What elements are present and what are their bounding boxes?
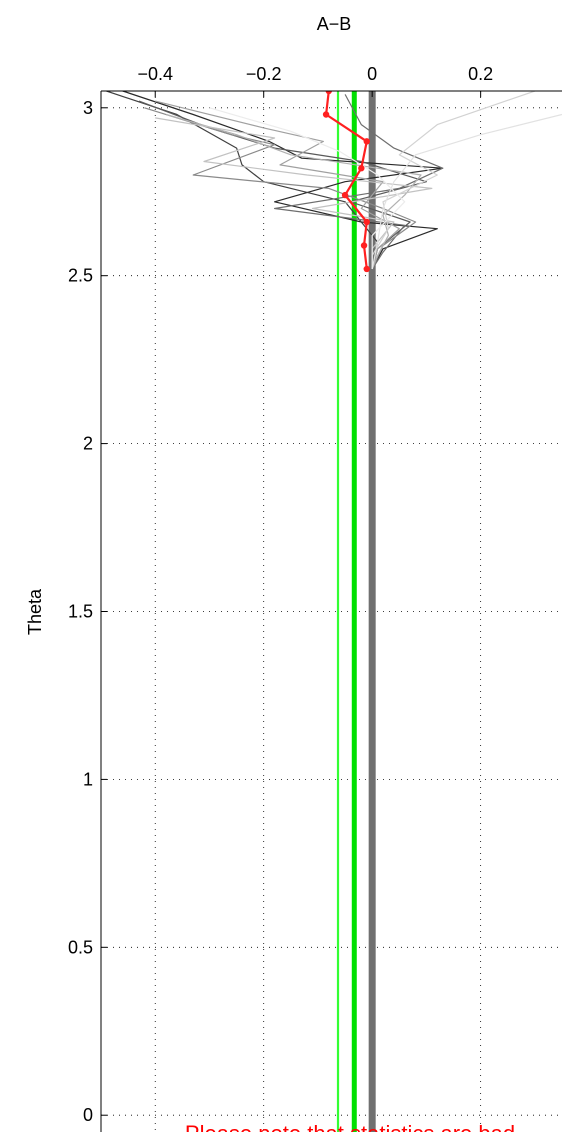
- mean-point-2: [363, 138, 370, 145]
- y-axis-label: Theta: [25, 588, 45, 635]
- reference-lines: [336, 91, 376, 1132]
- mean-line: [324, 91, 369, 270]
- profile-lines: [106, 91, 562, 270]
- y-tick-label-3: 1.5: [68, 602, 93, 622]
- mean-point-3: [358, 165, 365, 172]
- x-axis-title: A−B: [317, 14, 352, 34]
- axes: [100, 90, 562, 1132]
- mean-point-4: [341, 191, 349, 199]
- y-tick-label-6: 3: [83, 98, 93, 118]
- mean-point-1: [322, 111, 330, 118]
- grid: [101, 91, 562, 1132]
- y-tick-label-5: 2.5: [68, 266, 93, 286]
- x-tick-label-3: 0.2: [468, 64, 493, 84]
- profile-line-8: [371, 91, 536, 269]
- x-tick-label-2: 0: [367, 64, 377, 84]
- statistics-note: Please note that statistics are bad: [185, 1121, 515, 1132]
- profile-line-10: [209, 107, 406, 269]
- mean-point-6: [360, 242, 368, 249]
- x-tick-labels: −0.4 −0.2 0 0.2: [137, 64, 493, 84]
- mean-point-5: [363, 218, 370, 226]
- profile-line-7: [155, 117, 433, 269]
- y-tick-label-1: 0.5: [68, 937, 93, 957]
- y-tick-label-4: 2: [83, 434, 93, 454]
- y-tick-labels: 0 0.5 1 1.5 2 2.5 3: [68, 98, 93, 1125]
- y-tick-label-2: 1: [83, 769, 93, 789]
- mean-profile: [322, 91, 370, 273]
- y-tick-label-0: 0: [83, 1105, 93, 1125]
- mean-point-0: [325, 91, 332, 95]
- profile-line-6: [165, 113, 422, 270]
- mean-point-7: [363, 265, 370, 273]
- plot-area: [106, 91, 562, 1132]
- x-tick-label-1: −0.2: [246, 64, 282, 84]
- profile-line-3: [274, 94, 444, 270]
- x-tick-label-0: −0.4: [137, 64, 173, 84]
- profile-line-9: [371, 113, 562, 270]
